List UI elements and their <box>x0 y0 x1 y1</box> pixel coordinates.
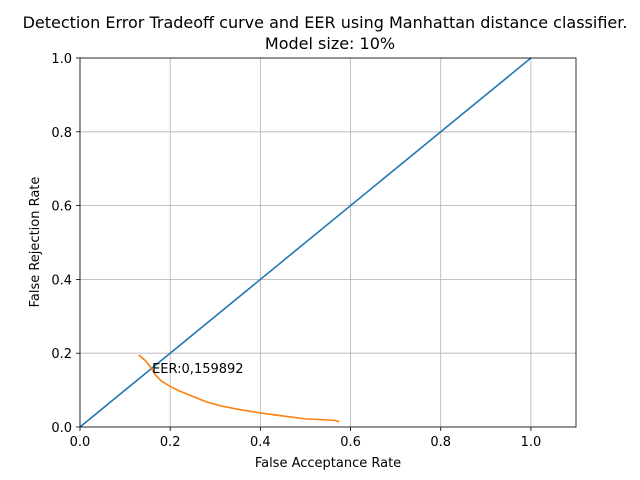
annotation-layer: EER:0,159892 <box>152 362 243 377</box>
x-tick-label: 0.4 <box>250 435 271 450</box>
y-tick-label: 0.6 <box>51 200 72 215</box>
y-tick-label: 0.8 <box>51 126 72 141</box>
chart-title-line2: Model size: 10% <box>265 34 395 53</box>
axis-ticks: 0.0 0.2 0.4 0.6 0.8 1.0 0.0 0.2 0.4 0.6 0.8 1.0 <box>51 52 541 450</box>
x-tick-label: 0.6 <box>340 435 361 450</box>
x-axis-label: False Acceptance Rate <box>255 456 401 471</box>
series-layer <box>79 57 532 428</box>
x-tick-label: 0.0 <box>70 435 91 450</box>
y-tick-label: 0.4 <box>51 273 72 288</box>
x-tick-label: 1.0 <box>521 435 542 450</box>
x-tick-label: 0.8 <box>430 435 451 450</box>
det-curve-series-line <box>138 354 340 423</box>
diagonal-series-line <box>79 57 532 428</box>
plot-frame <box>79 57 577 428</box>
x-tick-label: 0.2 <box>160 435 181 450</box>
y-tick-label: 1.0 <box>51 52 72 67</box>
eer-annotation: EER:0,159892 <box>152 362 243 377</box>
y-tick-label: 0.0 <box>51 421 72 436</box>
chart-title-line1: Detection Error Tradeoff curve and EER u… <box>23 13 628 32</box>
y-tick-label: 0.2 <box>51 347 72 362</box>
y-axis-label: False Rejection Rate <box>28 177 43 308</box>
